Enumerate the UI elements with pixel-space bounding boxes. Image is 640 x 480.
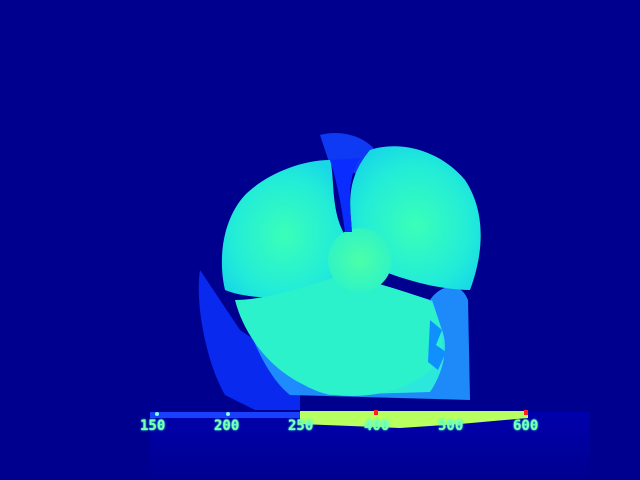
scale-tick-label: 600 [513,418,539,434]
scale-tick-label: 150 [140,418,166,434]
scale-tick-label: 200 [214,418,240,434]
blade-edge-notch [428,320,446,370]
fan-blade-bottom [235,275,442,396]
scale-tick-label: 250 [288,418,314,434]
blade-gap [330,158,360,232]
fan-hub [328,228,392,292]
scale-tick-label: 500 [438,418,464,434]
scale-dot-1 [155,412,159,416]
scale-tick-label: 400 [364,418,390,434]
scale-bar-dark [150,412,300,418]
scale-marker-1 [374,410,378,415]
scale-marker-2 [524,410,528,415]
scale-dot-2 [226,412,230,416]
fan-blade-left [221,160,347,298]
scale-bar-light [300,411,528,428]
